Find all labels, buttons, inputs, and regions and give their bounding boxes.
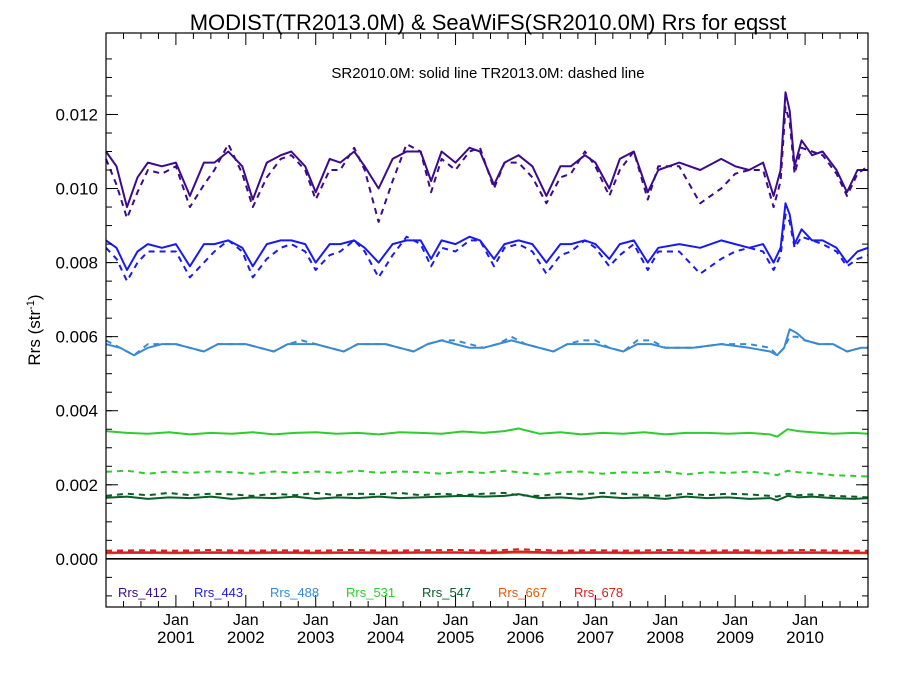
legend-label-rrs-667: Rrs_667 <box>498 585 547 600</box>
x-tick-month-label: Jan <box>233 612 259 629</box>
x-tick-year-label: 2004 <box>367 628 405 647</box>
x-tick-year-label: 2002 <box>227 628 265 647</box>
x-tick-year-label: 2009 <box>716 628 754 647</box>
x-tick-year-label: 2003 <box>297 628 335 647</box>
series-line-rrs-488-dashed <box>105 335 868 357</box>
x-tick-month-label: Jan <box>582 612 608 629</box>
x-tick-year-label: 2007 <box>576 628 614 647</box>
series-line-rrs-531-dashed <box>105 469 869 478</box>
x-tick-month-label: Jan <box>513 612 539 629</box>
legend: Rrs_412 Rrs_443 Rrs_488 Rrs_531 Rrs_547 Rrs_6… <box>118 585 623 600</box>
x-tick-year-label: 2005 <box>437 628 475 647</box>
y-tick-label: 0.000 <box>55 550 98 569</box>
y-axis-label: Rrs (str-1) <box>25 294 44 365</box>
x-tick-year-label: 2008 <box>646 628 684 647</box>
x-tick-month-label: Jan <box>722 612 748 629</box>
x-axis-ticks: Jan2001Jan2002Jan2003Jan2004Jan2005Jan20… <box>122 33 859 647</box>
plot-frame <box>105 32 869 608</box>
series-line-rrs-412 <box>105 91 868 209</box>
series-line-rrs-443-dashed <box>105 213 869 283</box>
x-tick-month-label: Jan <box>792 612 818 629</box>
chart-title: MODIST(TR2013.0M) & SeaWiFS(SR2010.0M) R… <box>190 10 787 35</box>
y-tick-label: 0.004 <box>55 402 98 421</box>
legend-label-rrs-443: Rrs_443 <box>194 585 243 600</box>
x-tick-month-label: Jan <box>303 612 329 629</box>
x-tick-month-label: Jan <box>373 612 399 629</box>
x-tick-year-label: 2010 <box>786 628 824 647</box>
x-tick-year-label: 2001 <box>157 628 195 647</box>
y-tick-label: 0.012 <box>55 105 98 124</box>
y-tick-label: 0.006 <box>55 328 98 347</box>
x-tick-month-label: Jan <box>443 612 469 629</box>
legend-label-rrs-412: Rrs_412 <box>118 585 167 600</box>
y-tick-label: 0.008 <box>55 254 98 273</box>
series-line-rrs-678-dashed <box>105 548 868 552</box>
legend-label-rrs-678: Rrs_678 <box>574 585 623 600</box>
y-axis-label-close: ) <box>25 294 44 300</box>
y-axis-label-superscript: -1 <box>25 300 37 310</box>
legend-label-rrs-488: Rrs_488 <box>270 585 319 600</box>
legend-label-rrs-547: Rrs_547 <box>422 585 471 600</box>
x-tick-month-label: Jan <box>652 612 678 629</box>
y-axis-label-main: Rrs (str <box>25 310 44 366</box>
series-line-rrs-531 <box>105 427 869 438</box>
x-tick-year-label: 2006 <box>507 628 545 647</box>
y-tick-label: 0.002 <box>55 476 98 495</box>
chart-subtitle: SR2010.0M: solid line TR2013.0M: dashed … <box>331 65 644 82</box>
legend-label-rrs-531: Rrs_531 <box>346 585 395 600</box>
series-line-rrs-547-dashed <box>105 491 869 499</box>
y-tick-label: 0.010 <box>55 180 98 199</box>
x-tick-month-label: Jan <box>163 612 189 629</box>
series-layer <box>105 91 869 555</box>
series-line-rrs-678 <box>105 550 868 554</box>
y-axis-ticks: 0.000 0.002 0.004 0.006 0.008 0.010 0.012 <box>55 58 868 597</box>
